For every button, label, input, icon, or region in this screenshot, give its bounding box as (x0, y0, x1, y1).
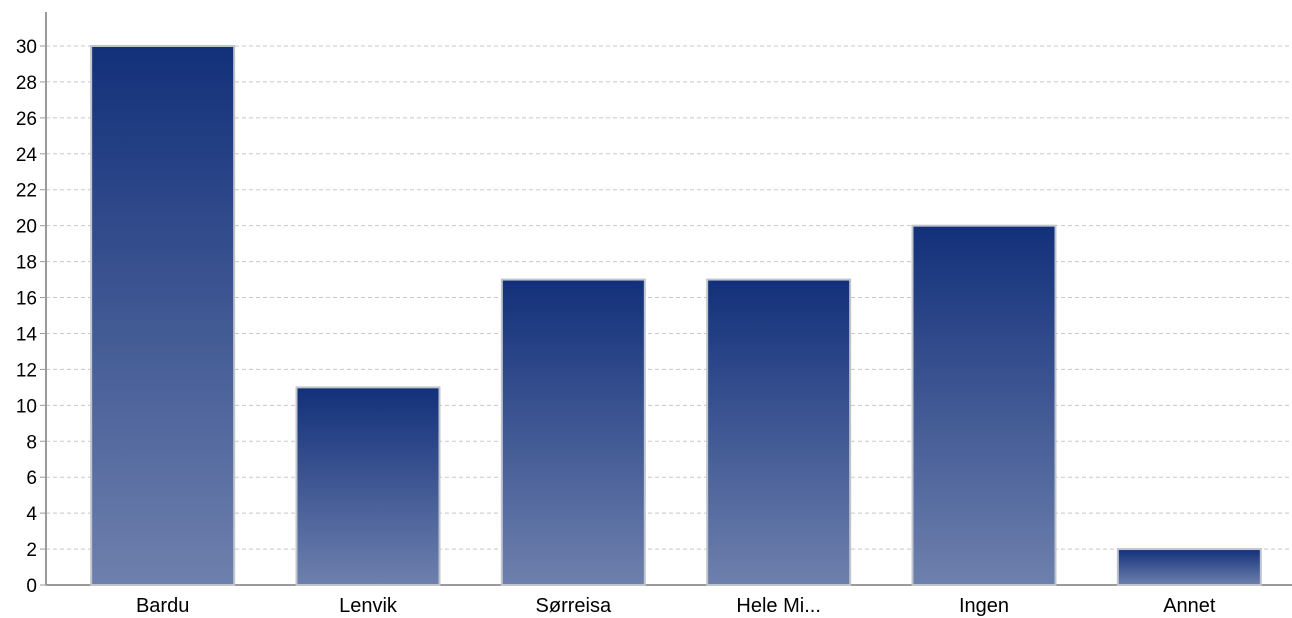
x-category-label: Ingen (959, 595, 1009, 617)
y-tick-label: 30 (16, 37, 37, 58)
y-tick-label: 18 (16, 253, 37, 274)
x-category-label: Hele Mi... (736, 595, 820, 617)
y-tick-label: 14 (16, 324, 38, 345)
y-tick-label: 8 (26, 432, 37, 453)
x-category-label: Sørreisa (536, 595, 612, 617)
bar-s-rreisa (500, 278, 646, 586)
y-tick-label: 2 (26, 540, 37, 561)
x-category-label: Annet (1163, 595, 1216, 617)
y-tick-label: 20 (16, 217, 37, 238)
y-tick-label: 28 (16, 73, 37, 94)
y-tick-label: 4 (26, 504, 37, 525)
y-tick-label: 12 (16, 360, 37, 381)
x-category-label: Bardu (136, 595, 189, 617)
y-tick-label: 26 (16, 109, 37, 130)
y-tick-label: 6 (26, 468, 37, 489)
bar-annet (1116, 548, 1262, 586)
y-tick-label: 10 (16, 396, 37, 417)
bars (90, 45, 1262, 587)
y-tick-label: 24 (16, 145, 38, 166)
bar-hele-mi (706, 278, 852, 586)
grid-lines (46, 45, 1290, 550)
bar-ingen (911, 224, 1057, 587)
bar-bardu (90, 45, 236, 586)
y-tick-label: 0 (26, 576, 37, 597)
y-tick-label: 22 (16, 181, 37, 202)
x-axis-labels: Bardu Lenvik Sørreisa Hele Mi... Ingen Annet (136, 595, 1216, 617)
y-tick-label: 16 (16, 289, 37, 310)
x-category-label: Lenvik (339, 595, 398, 617)
bar-lenvik (295, 386, 441, 586)
